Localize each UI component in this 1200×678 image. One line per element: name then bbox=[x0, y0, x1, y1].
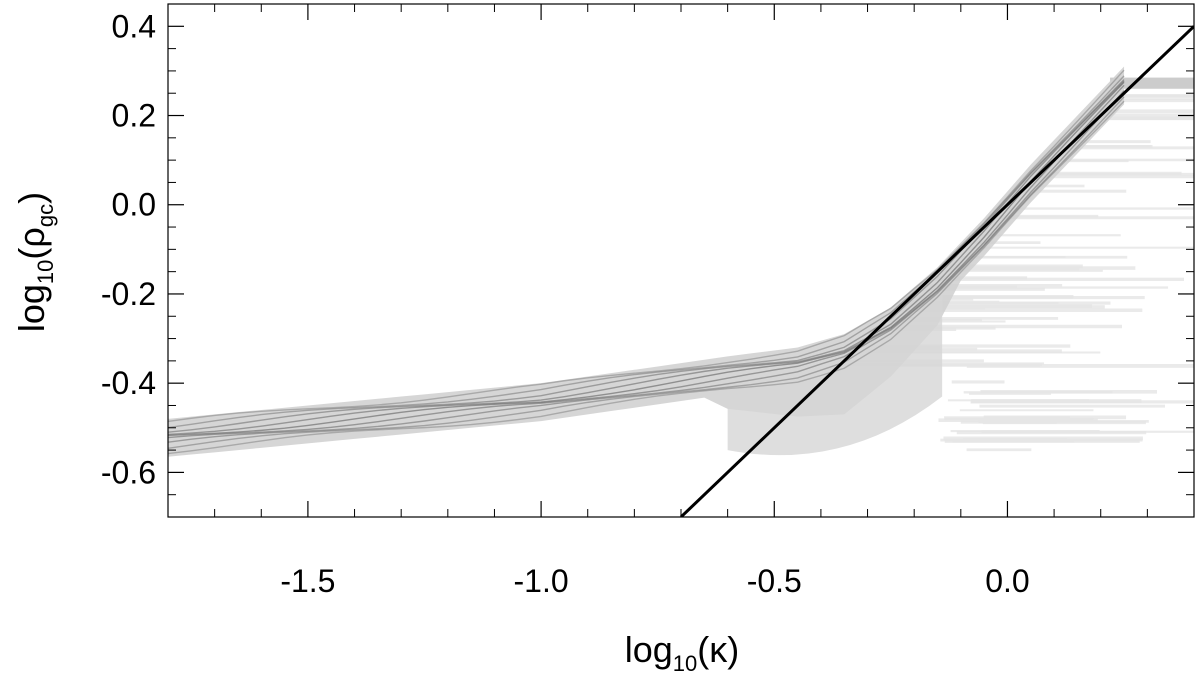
x-tick-label: 0.0 bbox=[985, 563, 1029, 599]
density-strand bbox=[168, 90, 1125, 443]
density-strand bbox=[168, 81, 1125, 437]
y-tick-label: 0.0 bbox=[112, 187, 156, 223]
y-tick-label: 0.4 bbox=[112, 8, 156, 44]
density-strand bbox=[168, 75, 1125, 429]
x-tick-label: -1.5 bbox=[280, 563, 335, 599]
density-plateau bbox=[1110, 77, 1194, 89]
density-strand bbox=[168, 84, 1125, 439]
reference-line bbox=[679, 25, 1194, 517]
density-strand bbox=[168, 69, 1125, 423]
density-strand bbox=[168, 80, 1125, 436]
x-axis-label: log10(κ) bbox=[625, 629, 740, 676]
density-strand bbox=[168, 100, 1125, 455]
x-tick-label: -1.0 bbox=[514, 563, 569, 599]
plot-data-layer bbox=[168, 25, 1194, 517]
y-tick-label: -0.2 bbox=[101, 276, 156, 312]
y-tick-label: -0.4 bbox=[101, 365, 156, 401]
y-axis-label: log10(ρgc) bbox=[11, 192, 58, 332]
y-tick-label: -0.6 bbox=[101, 454, 156, 490]
axes-layer bbox=[167, 3, 1195, 518]
density-bulge bbox=[727, 293, 943, 456]
y-tick-label: 0.2 bbox=[112, 98, 156, 134]
labels-layer: -1.5 -1.0 -0.5 0.0 0.4 0.2 0.0 -0.2 -0.4 -0.6 log1… bbox=[11, 8, 1030, 676]
density-strand bbox=[168, 96, 1125, 450]
x-tick-label: -0.5 bbox=[747, 563, 802, 599]
